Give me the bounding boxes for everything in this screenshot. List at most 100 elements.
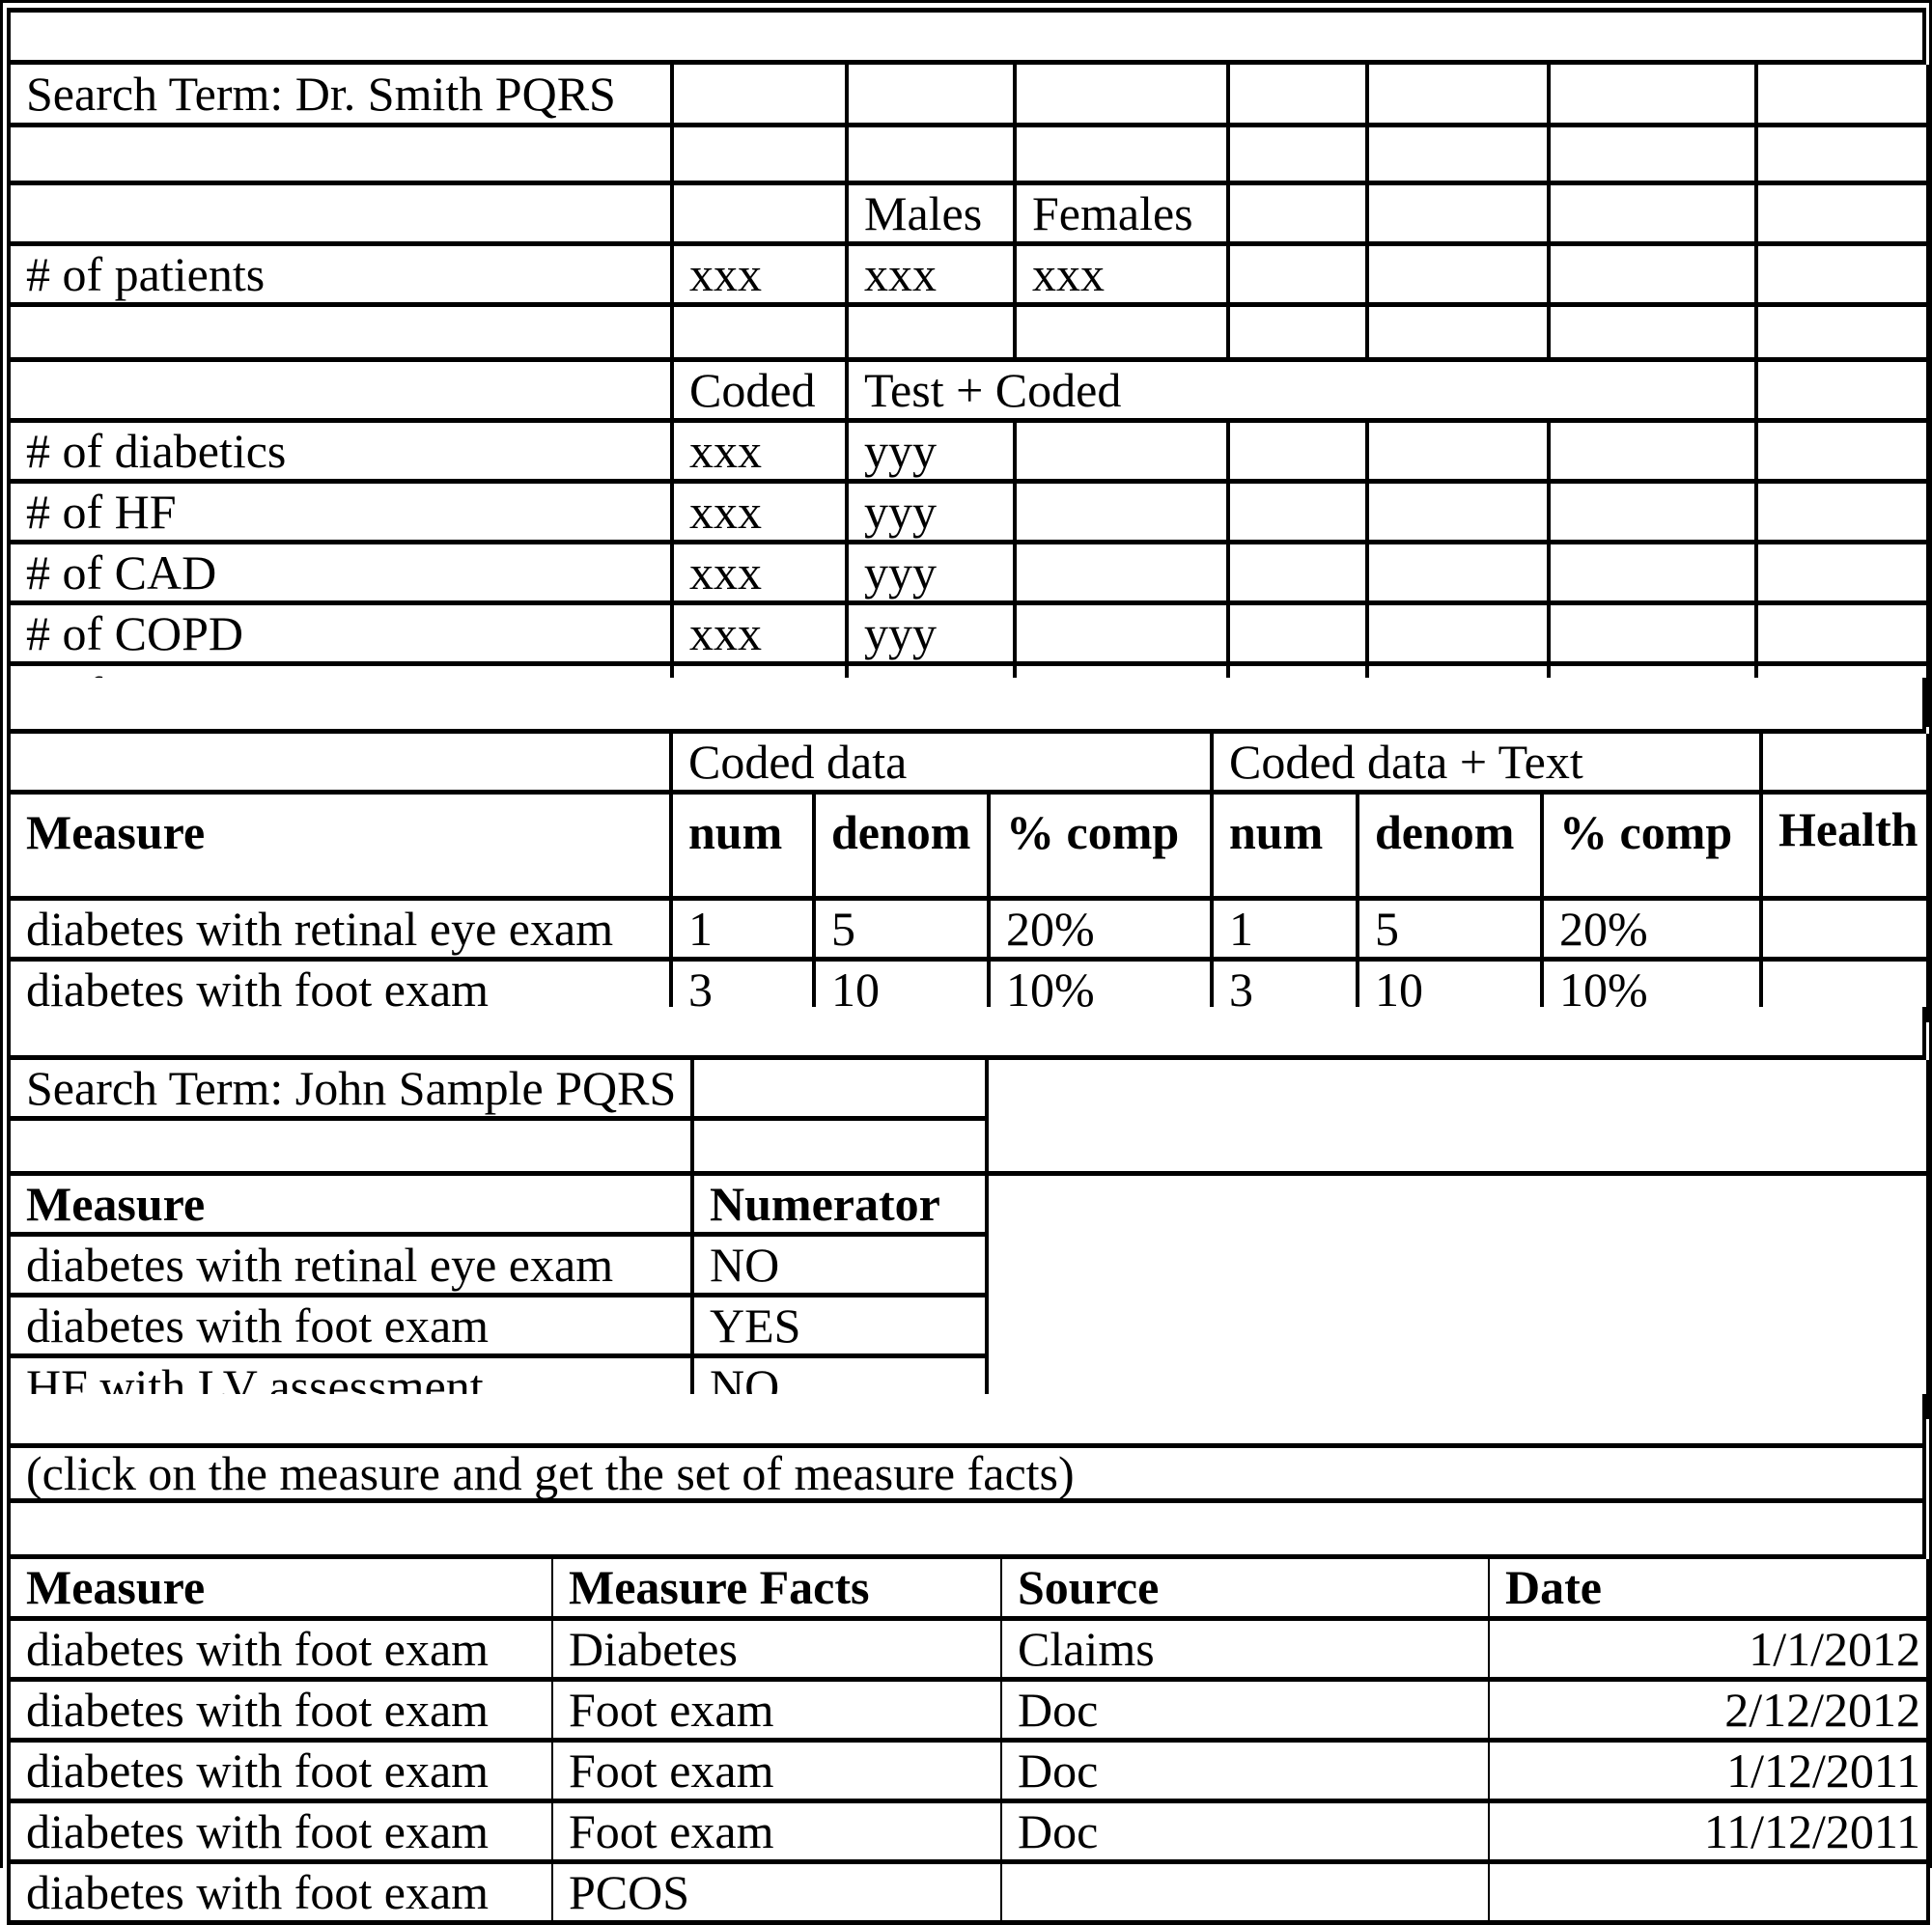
empty-cell bbox=[1226, 122, 1369, 185]
empty-cell bbox=[1226, 600, 1369, 666]
empty-cell bbox=[1547, 417, 1758, 484]
empty-cell bbox=[1226, 417, 1369, 484]
num-value-cell: 1 bbox=[1210, 896, 1359, 962]
numerator-value-cell: NO bbox=[690, 1232, 989, 1297]
empty-cell bbox=[985, 1057, 1930, 1176]
empty-cell bbox=[7, 356, 674, 423]
females-header-cell: Females bbox=[1013, 180, 1230, 246]
empty-cell bbox=[1547, 600, 1758, 666]
fact-row: diabetes with foot exam Foot exam Doc 11… bbox=[8, 1798, 1929, 1864]
smith-overview-table: Search Term: Dr. Smith PQRS Males Female… bbox=[7, 62, 1930, 727]
empty-cell bbox=[1226, 301, 1369, 362]
empty-cell bbox=[1754, 417, 1930, 484]
empty-cell bbox=[1365, 180, 1551, 246]
coded-data-group-cell: Coded data bbox=[669, 731, 1214, 795]
spacer-row bbox=[7, 1116, 1928, 1176]
test-coded-header-cell: Test + Coded bbox=[845, 356, 1758, 423]
fact-date-cell: 2/12/2012 bbox=[1488, 1676, 1929, 1743]
empty-cell bbox=[1754, 180, 1930, 246]
empty-cell bbox=[670, 62, 849, 127]
smith-search-term-cell: Search Term: Dr. Smith PQRS bbox=[7, 62, 674, 127]
condition-label-cell: # of diabetics bbox=[7, 417, 674, 484]
top-spacer-row bbox=[7, 8, 1926, 65]
fact-source-cell: Doc bbox=[1000, 1737, 1490, 1803]
condition-row: # of COPD xxx yyy bbox=[7, 600, 1930, 666]
fact-value-cell: PCOS bbox=[551, 1858, 1002, 1925]
condition-coded-cell: xxx bbox=[670, 600, 849, 666]
empty-cell bbox=[1547, 240, 1758, 307]
fact-value-cell: Foot exam bbox=[551, 1676, 1002, 1743]
source-header-cell: Source bbox=[1000, 1556, 1490, 1621]
coded-header-cell: Coded bbox=[670, 356, 849, 423]
empty-cell bbox=[7, 301, 674, 362]
empty-cell bbox=[690, 1057, 989, 1121]
empty-cell bbox=[845, 122, 1017, 185]
condition-row: # of CAD xxx yyy bbox=[7, 539, 1930, 605]
measure-row: diabetes with retinal eye exam 1 5 20% 1… bbox=[7, 896, 1931, 962]
pct-comp-header-cell: % comp bbox=[987, 790, 1214, 901]
fact-measure-cell: diabetes with foot exam bbox=[8, 1676, 553, 1743]
measure-name-cell[interactable]: diabetes with foot exam bbox=[7, 1293, 694, 1358]
fact-date-cell: 1/1/2012 bbox=[1488, 1615, 1929, 1682]
john-search-term-cell: Search Term: John Sample PQRS bbox=[7, 1057, 694, 1121]
empty-cell bbox=[1754, 122, 1930, 185]
empty-cell bbox=[1365, 301, 1551, 362]
empty-cell bbox=[1365, 240, 1551, 307]
coded-data-text-group-cell: Coded data + Text bbox=[1209, 731, 1764, 795]
empty-cell bbox=[1547, 122, 1758, 185]
empty-cell bbox=[1013, 478, 1230, 544]
empty-cell bbox=[845, 301, 1017, 362]
empty-cell bbox=[1013, 301, 1230, 362]
measure-name-cell[interactable]: diabetes with retinal eye exam bbox=[7, 1232, 694, 1297]
denom-value-cell: 5 bbox=[812, 896, 991, 962]
empty-cell bbox=[1013, 600, 1230, 666]
empty-cell bbox=[1754, 478, 1930, 544]
empty-cell bbox=[1013, 417, 1230, 484]
fact-measure-cell: diabetes with foot exam bbox=[8, 1615, 553, 1682]
empty-cell bbox=[670, 180, 849, 246]
spacer-row bbox=[7, 1503, 1926, 1559]
empty-cell bbox=[1754, 301, 1930, 362]
empty-cell bbox=[1754, 356, 1930, 423]
empty-cell bbox=[1754, 240, 1930, 307]
empty-cell bbox=[670, 301, 849, 362]
condition-coded-cell: xxx bbox=[670, 539, 849, 605]
empty-cell bbox=[1226, 240, 1369, 307]
measures-group-header-row: Coded data Coded data + Text bbox=[7, 731, 1931, 795]
gender-header-row: Males Females bbox=[7, 180, 1930, 246]
fact-date-cell: 11/12/2011 bbox=[1488, 1798, 1929, 1864]
empty-cell bbox=[1547, 62, 1758, 127]
empty-cell bbox=[1754, 62, 1930, 127]
males-header-cell: Males bbox=[845, 180, 1017, 246]
fact-value-cell: Foot exam bbox=[551, 1798, 1002, 1864]
john-sample-table: Search Term: John Sample PQRS Measure Nu… bbox=[7, 1057, 1930, 1419]
empty-cell bbox=[1013, 62, 1230, 127]
measure-header-cell: Measure bbox=[7, 790, 673, 901]
patients-label-cell: # of patients bbox=[7, 240, 674, 307]
condition-row: # of HF xxx yyy bbox=[7, 478, 1930, 544]
fact-source-cell: Doc bbox=[1000, 1798, 1490, 1864]
fact-source-cell: Claims bbox=[1000, 1615, 1490, 1682]
fact-measure-cell: diabetes with foot exam bbox=[8, 1798, 553, 1864]
denom-header-cell: denom bbox=[812, 790, 991, 901]
num-header-cell: num bbox=[669, 790, 816, 901]
measure-name-cell[interactable]: diabetes with retinal eye exam bbox=[7, 896, 673, 962]
empty-cell bbox=[1013, 539, 1230, 605]
empty-cell bbox=[1226, 478, 1369, 544]
fact-date-cell: 1/12/2011 bbox=[1488, 1737, 1929, 1803]
health-system-header-cell: Health System bbox=[1759, 790, 1931, 901]
patients-females-cell: xxx bbox=[1013, 240, 1230, 307]
fact-measure-cell: diabetes with foot exam bbox=[8, 1737, 553, 1803]
empty-cell bbox=[1754, 539, 1930, 605]
fact-row-partial: diabetes with foot exam PCOS bbox=[8, 1858, 1929, 1925]
measure-header-cell: Measure bbox=[8, 1556, 553, 1621]
empty-cell bbox=[1365, 539, 1551, 605]
spacer-row bbox=[7, 122, 1930, 185]
num-header-cell: num bbox=[1210, 790, 1359, 901]
empty-cell bbox=[7, 122, 674, 185]
empty-cell bbox=[1226, 180, 1369, 246]
empty-cell bbox=[1013, 122, 1230, 185]
empty-cell bbox=[985, 1171, 1930, 1419]
condition-testcoded-cell: yyy bbox=[845, 417, 1017, 484]
john-measure-row: diabetes with retinal eye exam NO bbox=[7, 1232, 1928, 1297]
